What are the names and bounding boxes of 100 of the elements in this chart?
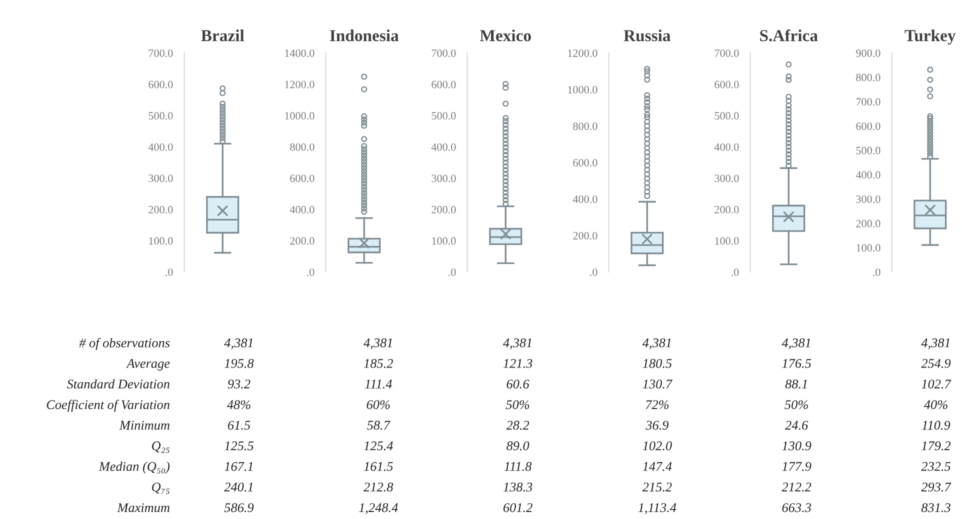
text: 24.6 bbox=[785, 420, 808, 430]
text: 4,381 bbox=[224, 338, 252, 350]
text: Q₇₅ bbox=[152, 482, 170, 494]
y-tick-label: 400.0 bbox=[290, 206, 314, 214]
text: Minimum bbox=[119, 420, 170, 430]
text: 195.8 bbox=[224, 359, 254, 368]
x-tick-label: Indonesia bbox=[330, 30, 399, 42]
y-tick-label: 300.0 bbox=[148, 174, 173, 182]
x-tick-label: Brazil bbox=[201, 30, 244, 42]
text: 110.9 bbox=[922, 420, 950, 430]
text: 167.1 bbox=[224, 462, 252, 471]
text: 48% bbox=[226, 400, 250, 410]
y-tick-label: 700.0 bbox=[714, 49, 739, 58]
text: 215.2 bbox=[642, 482, 672, 492]
y-tick-label: .0 bbox=[732, 268, 739, 276]
text: 663.3 bbox=[782, 503, 811, 512]
text: 61.5 bbox=[228, 420, 250, 430]
y-tick-label: 700.0 bbox=[148, 49, 173, 58]
y-tick-label: 1400.0 bbox=[285, 49, 314, 58]
text: 60.6 bbox=[506, 380, 530, 389]
y-tick-label: 500.0 bbox=[856, 146, 880, 154]
text: 50% bbox=[506, 400, 530, 410]
y-tick-label: 200.0 bbox=[573, 232, 598, 240]
text: 130.9 bbox=[782, 441, 812, 450]
text: 58.7 bbox=[367, 420, 390, 430]
text: Average bbox=[126, 359, 170, 371]
text: 185.2 bbox=[364, 359, 393, 368]
text: 161.5 bbox=[364, 462, 393, 471]
y-tick-label: 600.0 bbox=[148, 80, 173, 88]
y-tick-label: 600.0 bbox=[573, 158, 598, 167]
y-tick-label: 200.0 bbox=[432, 206, 456, 214]
y-tick-label: 900.0 bbox=[856, 49, 880, 58]
y-tick-label: .0 bbox=[166, 268, 173, 276]
y-tick-label: 100.0 bbox=[432, 237, 456, 245]
y-tick-label: 200.0 bbox=[714, 206, 739, 214]
y-tick-label: 400.0 bbox=[714, 143, 739, 151]
x-tick-label: Russia bbox=[624, 30, 671, 42]
text: 176.5 bbox=[782, 359, 812, 368]
text: Coefficient of Variation bbox=[46, 400, 170, 412]
text: 50% bbox=[784, 400, 808, 410]
text: Maximum bbox=[117, 503, 170, 512]
y-tick-label: 500.0 bbox=[148, 112, 173, 120]
y-tick-label: 200.0 bbox=[856, 220, 880, 228]
text: 125.4 bbox=[364, 441, 393, 450]
text: Median (Q₅₀) bbox=[98, 462, 170, 474]
y-tick-label: 400.0 bbox=[856, 171, 880, 179]
text: 36.9 bbox=[646, 420, 669, 430]
y-tick-label: 300.0 bbox=[432, 174, 456, 182]
text: 125.5 bbox=[224, 441, 254, 450]
y-tick-label: .0 bbox=[307, 268, 314, 276]
text: 180.5 bbox=[642, 359, 672, 368]
text: 111.8 bbox=[504, 462, 532, 471]
text: 232.5 bbox=[921, 462, 950, 471]
y-tick-label: .0 bbox=[448, 268, 456, 276]
y-tick-label: 600.0 bbox=[432, 80, 456, 88]
text: 4,381 bbox=[782, 338, 810, 350]
text: 102.0 bbox=[642, 441, 672, 450]
text: 601.2 bbox=[503, 503, 532, 512]
y-tick-label: 1000.0 bbox=[285, 112, 314, 120]
y-tick-label: 300.0 bbox=[856, 195, 880, 204]
text: 1,248.4 bbox=[359, 503, 398, 514]
text: 212.2 bbox=[782, 482, 812, 492]
text: 254.9 bbox=[921, 359, 951, 368]
text: 111.4 bbox=[365, 380, 392, 389]
y-tick-label: 600.0 bbox=[290, 174, 314, 182]
y-tick-label: 500.0 bbox=[714, 112, 739, 120]
y-tick-label: 1200.0 bbox=[285, 80, 314, 88]
text: 40% bbox=[924, 400, 948, 410]
y-tick-label: 200.0 bbox=[148, 206, 173, 214]
y-tick-label: 200.0 bbox=[290, 237, 314, 245]
text: 4,381 bbox=[642, 338, 671, 350]
y-tick-label: 700.0 bbox=[856, 98, 880, 106]
y-tick-label: .0 bbox=[873, 268, 880, 276]
y-tick-label: 600.0 bbox=[714, 80, 739, 88]
text: Standard Deviation bbox=[66, 379, 170, 389]
text: 4,381 bbox=[364, 338, 392, 350]
x-tick-label: S.Africa bbox=[760, 29, 818, 42]
y-tick-label: 1000.0 bbox=[568, 86, 598, 94]
y-tick-label: 1200.0 bbox=[568, 49, 598, 58]
text: 179.2 bbox=[922, 441, 951, 450]
y-tick-label: .0 bbox=[590, 268, 598, 276]
y-tick-label: 300.0 bbox=[714, 174, 739, 182]
text: 212.8 bbox=[364, 482, 394, 492]
y-tick-label: 500.0 bbox=[432, 112, 456, 120]
text: 102.7 bbox=[922, 380, 952, 389]
y-tick-label: 100.0 bbox=[715, 237, 739, 245]
text: 130.7 bbox=[642, 380, 672, 389]
x-tick-label: Turkey bbox=[904, 30, 956, 45]
text: 138.3 bbox=[503, 482, 532, 492]
text: 1,113.4 bbox=[638, 503, 676, 514]
text: 177.9 bbox=[782, 462, 812, 471]
y-tick-label: 400.0 bbox=[431, 143, 456, 151]
x-tick-label: Mexico bbox=[480, 30, 531, 42]
text: 28.2 bbox=[506, 420, 530, 430]
text: # of observations bbox=[79, 338, 170, 350]
text: 88.1 bbox=[785, 380, 807, 389]
y-tick-label: 100.0 bbox=[149, 237, 173, 245]
text: 293.7 bbox=[921, 482, 952, 492]
text: 121.3 bbox=[503, 359, 532, 368]
y-tick-label: 400.0 bbox=[148, 143, 173, 151]
